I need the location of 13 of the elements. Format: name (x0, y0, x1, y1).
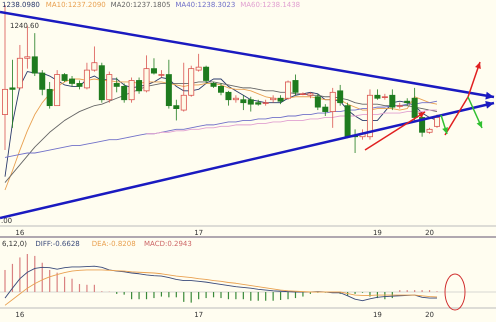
candlestick (285, 80, 292, 100)
candlestick (337, 84, 344, 106)
candlestick (158, 70, 164, 78)
candlestick (136, 77, 142, 94)
candlestick (150, 58, 157, 75)
candlestick (330, 87, 336, 128)
candlestick (128, 77, 135, 104)
candlestick (203, 65, 210, 84)
candlestick (9, 59, 16, 128)
candlestick (292, 74, 298, 96)
candlestick (389, 88, 396, 110)
candlestick (144, 54, 150, 93)
candlestick (374, 88, 380, 100)
